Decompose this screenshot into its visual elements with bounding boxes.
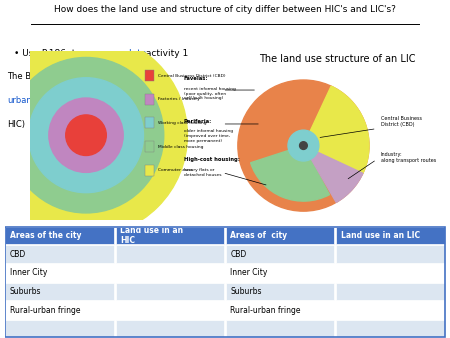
Circle shape — [0, 34, 187, 237]
Bar — [145, 70, 154, 81]
Bar — [226, 264, 334, 282]
Text: Suburbs: Suburbs — [230, 287, 262, 296]
Text: Central Business District (CBD): Central Business District (CBD) — [158, 74, 225, 78]
Bar — [5, 245, 114, 263]
Text: older informal housing
(improved over time,
more permanent): older informal housing (improved over ti… — [184, 129, 233, 143]
Text: concentric: concentric — [56, 72, 100, 81]
Text: HIC): HIC) — [7, 120, 25, 129]
Text: complete: complete — [104, 49, 147, 58]
Circle shape — [49, 98, 123, 172]
Text: Inner City: Inner City — [230, 268, 268, 277]
Text: Industry:
along transport routes: Industry: along transport routes — [381, 152, 436, 163]
Bar — [226, 301, 334, 319]
Text: Factories / Industry: Factories / Industry — [158, 97, 200, 101]
Bar — [5, 301, 114, 319]
Text: How does the land use and structure of city differ between HIC's and LIC's?: How does the land use and structure of c… — [54, 5, 396, 14]
Bar — [336, 264, 445, 282]
Bar — [116, 245, 224, 263]
Text: activity 1: activity 1 — [143, 49, 188, 58]
Circle shape — [8, 57, 164, 213]
Bar — [116, 320, 224, 337]
Bar — [336, 283, 445, 300]
Bar — [145, 94, 154, 105]
Text: Inner City: Inner City — [10, 268, 47, 277]
Text: land use (land use structure of an: land use (land use structure of an — [29, 96, 174, 105]
Bar — [226, 320, 334, 337]
Text: • Use P.186  to: • Use P.186 to — [14, 49, 84, 58]
Circle shape — [238, 80, 369, 211]
Bar — [116, 301, 224, 319]
Text: Areas of the city: Areas of the city — [10, 231, 81, 240]
Text: The land use structure of an LIC: The land use structure of an LIC — [259, 54, 416, 64]
Bar — [5, 320, 114, 337]
Bar — [336, 301, 445, 319]
Bar — [5, 283, 114, 300]
Text: The Burgess: The Burgess — [7, 72, 62, 81]
Wedge shape — [251, 146, 329, 201]
Text: Middle class housing: Middle class housing — [158, 145, 203, 149]
Bar — [336, 245, 445, 263]
Text: Suburbs: Suburbs — [10, 287, 41, 296]
Bar — [116, 264, 224, 282]
Text: Central Business
District (CBD): Central Business District (CBD) — [381, 116, 422, 127]
Text: ring model of: ring model of — [95, 72, 154, 81]
Text: Periferia:: Periferia: — [184, 119, 212, 124]
Bar — [226, 245, 334, 263]
Bar — [226, 227, 334, 244]
Bar — [145, 141, 154, 152]
Text: High-cost housing:: High-cost housing: — [184, 157, 240, 162]
Circle shape — [28, 78, 144, 193]
Bar — [116, 227, 224, 244]
Text: CBD: CBD — [10, 250, 26, 259]
Circle shape — [288, 130, 319, 161]
Circle shape — [300, 142, 307, 149]
Text: recent informal housing
(poor quality, often
self-built housing): recent informal housing (poor quality, o… — [184, 87, 236, 100]
Bar — [116, 283, 224, 300]
Wedge shape — [303, 86, 369, 173]
Bar — [336, 227, 445, 244]
Bar — [145, 117, 154, 128]
Text: Working class housing: Working class housing — [158, 121, 207, 125]
Text: CBD: CBD — [230, 250, 247, 259]
Text: urban: urban — [7, 96, 32, 105]
Bar — [145, 165, 154, 176]
Text: Areas of  city: Areas of city — [230, 231, 288, 240]
Text: Land use in an LIC: Land use in an LIC — [341, 231, 420, 240]
Circle shape — [66, 115, 106, 155]
Text: Favelas:: Favelas: — [184, 76, 208, 81]
Bar — [5, 264, 114, 282]
Text: Rural-urban fringe: Rural-urban fringe — [10, 306, 80, 315]
Wedge shape — [303, 146, 363, 202]
Text: luxury flats or
detached houses: luxury flats or detached houses — [184, 168, 221, 176]
Bar — [226, 283, 334, 300]
Bar — [336, 320, 445, 337]
Text: Rural-urban fringe: Rural-urban fringe — [230, 306, 301, 315]
Text: Land use in an
HIC: Land use in an HIC — [120, 226, 183, 245]
Bar — [5, 227, 114, 244]
Text: Commuter zone: Commuter zone — [158, 168, 193, 172]
